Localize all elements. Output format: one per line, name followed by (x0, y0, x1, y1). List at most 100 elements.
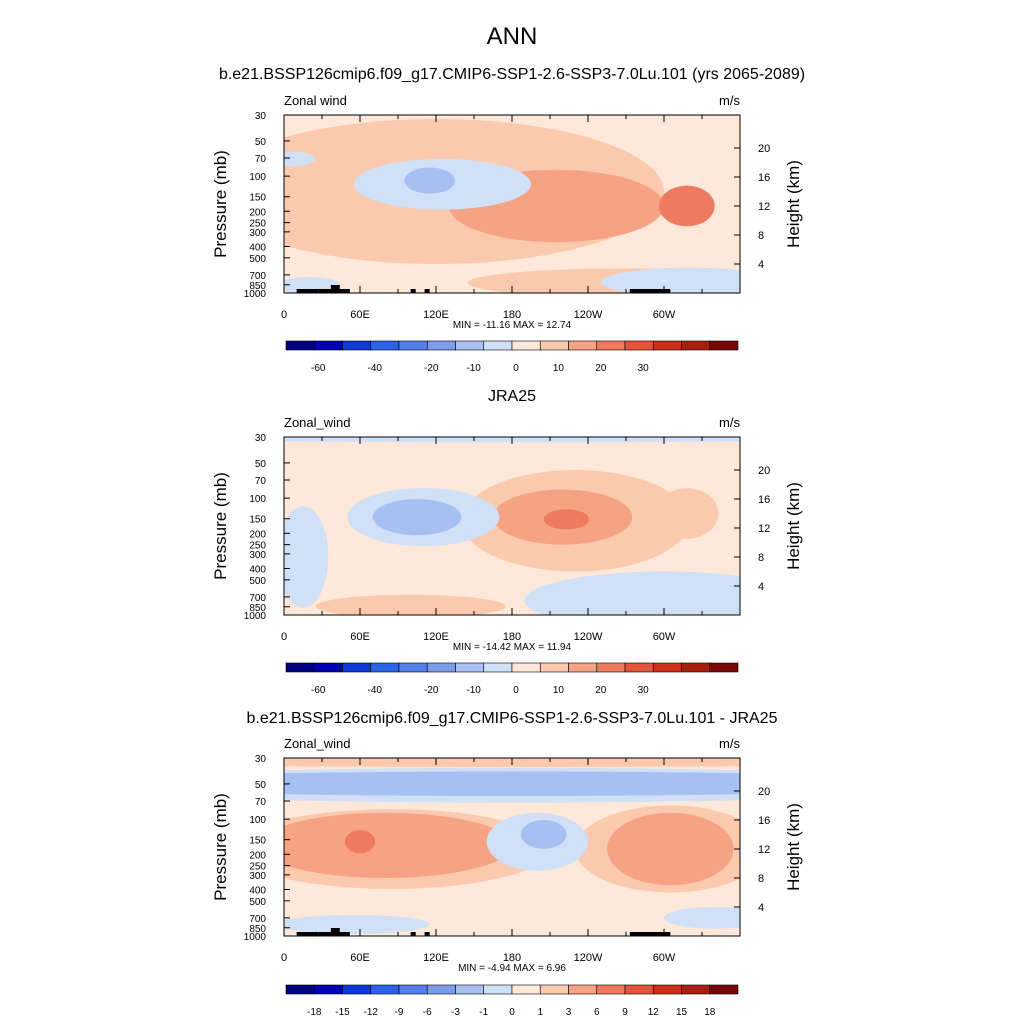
y-tick-label: 250 (249, 541, 266, 552)
y2-tick-label: 12 (758, 523, 770, 535)
contour-region (315, 594, 506, 615)
panel-title: JRA25 (488, 388, 536, 405)
colorbar-box (398, 662, 428, 673)
x-tick-label: 120W (574, 952, 603, 964)
y2-tick-label: 16 (758, 494, 770, 506)
y2-tick-label: 20 (758, 465, 770, 477)
y2-tick-label: 8 (758, 230, 764, 242)
colorbar-box (511, 340, 541, 351)
colorbar-box (370, 984, 400, 995)
colorbar-box (285, 984, 315, 995)
colorbar-box (483, 662, 513, 673)
colorbar-label: -20 (424, 685, 439, 696)
topography-mark (330, 285, 340, 289)
colorbar-box (624, 340, 654, 351)
topography-mark (296, 289, 319, 293)
colorbar-label: 20 (595, 685, 607, 696)
colorbar-box (511, 662, 541, 673)
colorbar-box (455, 984, 485, 995)
y-tick-label: 1000 (244, 932, 267, 943)
contour-region (284, 914, 430, 934)
y-tick-label: 100 (249, 172, 266, 183)
colorbar-box (652, 662, 682, 673)
contour-region (524, 571, 740, 615)
x-tick-label: 60W (653, 309, 676, 321)
y-axis-title: Pressure (mb) (211, 793, 230, 901)
y-tick-label: 200 (249, 850, 266, 861)
colorbar-label: 10 (553, 363, 565, 374)
y-tick-label: 500 (249, 576, 266, 587)
x-tick-label: 120W (574, 631, 603, 643)
colorbar-box (709, 662, 739, 673)
colorbar-box (313, 984, 343, 995)
contour-region (344, 830, 376, 854)
x-tick-label: 180 (503, 952, 521, 964)
colorbar-label: 0 (513, 363, 519, 374)
y-tick-label: 70 (255, 797, 267, 808)
colorbar-box (398, 340, 428, 351)
topography-mark (330, 928, 340, 932)
field-label: Zonal wind (284, 93, 347, 108)
y-tick-label: 150 (249, 515, 266, 526)
y-tick-label: 250 (249, 862, 266, 873)
contour-region (284, 506, 329, 608)
colorbar-label: -60 (311, 685, 326, 696)
topography-mark (424, 289, 430, 293)
colorbar: -18 -15 -12 -9 -6 -3 -1 0 1 3 6 9 12 15 18 (285, 984, 739, 1018)
y-axis-title: Pressure (mb) (211, 472, 230, 580)
y2-tick-label: 4 (758, 902, 764, 914)
colorbar-box (539, 984, 569, 995)
x-tick-label: 60W (653, 952, 676, 964)
y2-tick-label: 4 (758, 581, 764, 593)
colorbar-box (313, 340, 343, 351)
y2-tick-label: 8 (758, 552, 764, 564)
colorbar-label: 0 (513, 685, 519, 696)
y2-axis-title: Height (km) (784, 482, 803, 570)
colorbar-label: -40 (368, 685, 383, 696)
y-tick-label: 200 (249, 207, 266, 218)
x-tick-label: 120W (574, 309, 603, 321)
contour-region (658, 185, 715, 227)
colorbar-box (568, 340, 598, 351)
panel-title: b.e21.BSSP126cmip6.f09_g17.CMIP6-SSP1-2.… (247, 710, 778, 727)
colorbar-label: -10 (466, 363, 481, 374)
topography-mark (325, 932, 331, 936)
colorbar-label: 30 (638, 685, 650, 696)
y2-tick-label: 4 (758, 259, 764, 271)
y-tick-label: 200 (249, 529, 266, 540)
colorbar-box (681, 984, 711, 995)
colorbar-box (681, 662, 711, 673)
colorbar-box (568, 662, 598, 673)
y-tick-label: 300 (249, 228, 266, 239)
contour-fills (284, 437, 740, 615)
topography-mark (325, 289, 331, 293)
y-tick-label: 300 (249, 550, 266, 561)
colorbar-box (709, 984, 739, 995)
colorbar-box (568, 984, 598, 995)
x-tick-label: 60E (350, 309, 370, 321)
x-tick-label: 60E (350, 952, 370, 964)
x-tick-label: 60E (350, 631, 370, 643)
topography-mark (410, 932, 416, 936)
panel-1: b.e21.BSSP126cmip6.f09_g17.CMIP6-SSP1-2.… (211, 66, 805, 374)
y2-axis-title: Height (km) (784, 160, 803, 248)
topography-mark (410, 289, 416, 293)
colorbar-box (426, 984, 456, 995)
colorbar-box (285, 662, 315, 673)
colorbar-box (483, 984, 513, 995)
stats-label: MIN = -4.94 MAX = 6.96 (458, 963, 566, 974)
contour-region (284, 771, 740, 797)
y2-axis-title: Height (km) (784, 803, 803, 891)
colorbar: -60 -40 -20 -10 0 10 20 30 (285, 662, 739, 696)
topography-mark (629, 932, 671, 936)
topography-mark (318, 932, 333, 936)
y2-tick-label: 16 (758, 172, 770, 184)
colorbar-label: 6 (594, 1007, 600, 1018)
colorbar-label: 1 (537, 1007, 543, 1018)
y-tick-label: 30 (255, 433, 267, 444)
colorbar-label: 3 (566, 1007, 572, 1018)
panel-2: JRA25 Zonal_wind m/s 0 60E 120E 180 120W 60W 30 50… (211, 388, 803, 696)
panels: b.e21.BSSP126cmip6.f09_g17.CMIP6-SSP1-2.… (211, 66, 805, 1018)
field-label: Zonal_wind (284, 736, 351, 751)
y-tick-label: 850 (249, 924, 266, 935)
